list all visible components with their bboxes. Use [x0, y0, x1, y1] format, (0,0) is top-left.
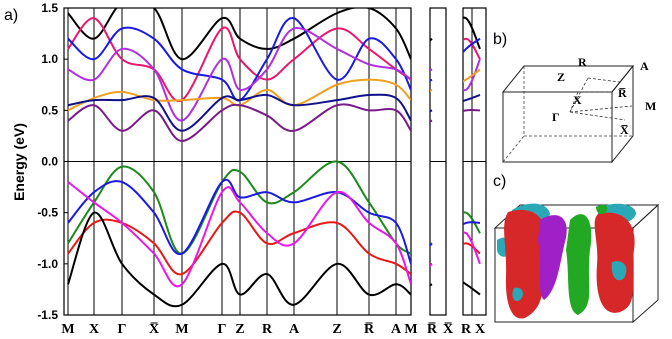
y-tick-label: 1.0 [41, 52, 58, 66]
kpoint-label: R̅ [427, 321, 438, 337]
bz-label-rbar: R̅ [618, 86, 627, 100]
y-tick-label: 0.5 [41, 103, 58, 117]
kpoint-label: Γ [218, 322, 227, 337]
kpoint-label: X̅ [149, 321, 159, 337]
band-line-7 [463, 211, 481, 234]
band-line-4 [463, 68, 481, 83]
y-tick-label: -0.5 [37, 206, 58, 220]
bz-label-x: X [573, 93, 582, 107]
kpoint-label: M [175, 322, 188, 337]
band-line-6 [67, 103, 411, 143]
band-line-10 [463, 231, 481, 265]
kpoint-label: R [461, 322, 472, 337]
band-line-7 [430, 242, 433, 246]
kpoint-label: M [404, 322, 417, 337]
y-tick-label: -1.0 [37, 257, 58, 271]
brillouin-zone-diagram: R A Z R̅ M Γ X X̅ [501, 55, 656, 164]
kpoint-label: X̅ [443, 321, 453, 337]
y-axis-label: Energy (eV) [11, 123, 27, 201]
kpoint-label: X [475, 322, 485, 337]
band-line-0 [430, 37, 433, 43]
kpoint-label: X [89, 322, 99, 337]
band-line-3 [67, 27, 411, 122]
kpoint-label: R̅ [364, 321, 375, 337]
y-tick-label: 1.5 [41, 1, 58, 15]
band-line-5 [463, 94, 481, 103]
bz-label-gamma: Γ [552, 110, 560, 124]
band-line-6 [463, 108, 481, 112]
band-line-11 [463, 280, 481, 296]
band-line-10 [430, 263, 433, 268]
bz-label-a: A [640, 59, 649, 73]
bz-label-m: M [645, 99, 656, 113]
band-line-1 [463, 37, 481, 60]
band-line-5 [430, 109, 433, 113]
band-line-8 [430, 242, 433, 247]
band-line-10 [67, 181, 411, 288]
kpoint-labels: M X Γ X̅ M Γ Z R A Z R̅ A M R̅ X̅ R X [61, 321, 485, 337]
band-line-2 [430, 78, 433, 82]
band-line-11 [67, 211, 411, 308]
bz-label-xbar: X̅ [620, 123, 629, 137]
panel-b-label: b) [493, 31, 507, 48]
panel-a-label: a) [4, 7, 18, 24]
kpoint-label: Z [332, 322, 341, 337]
band-line-4 [430, 88, 433, 92]
kpoint-label: Z [235, 322, 244, 337]
kpoint-label: R [262, 322, 273, 337]
band-line-8 [67, 178, 411, 265]
band-line-5 [67, 93, 411, 132]
band-line-11 [430, 283, 433, 287]
panel-c-label: c) [493, 173, 506, 190]
band-line-0 [463, 16, 481, 50]
band-line-8 [463, 221, 481, 226]
kpoint-label: M [61, 322, 74, 337]
band-line-3 [463, 58, 481, 92]
kpoint-label: A [391, 322, 402, 337]
plot-frames [63, 7, 487, 316]
y-tick-labels: 1.5 1.0 0.5 0.0 -0.5 -1.0 -1.5 [37, 1, 68, 322]
band-line-6 [430, 119, 433, 123]
kpoint-label: Γ [118, 322, 127, 337]
band-series [67, 8, 481, 308]
fermi-surface-illustration [493, 203, 660, 324]
band-line-1 [430, 68, 433, 72]
bz-label-z: Z [557, 70, 565, 84]
band-line-1 [67, 17, 411, 103]
kpoint-label: A [289, 322, 300, 337]
band-line-9 [430, 262, 433, 266]
y-tick-label: -1.5 [37, 308, 58, 322]
band-line-0 [67, 8, 411, 61]
y-tick-label: 0.0 [41, 155, 58, 169]
band-line-7 [67, 160, 411, 255]
bz-label-r: R [578, 55, 587, 69]
band-line-3 [430, 68, 433, 72]
band-line-2 [463, 37, 481, 54]
